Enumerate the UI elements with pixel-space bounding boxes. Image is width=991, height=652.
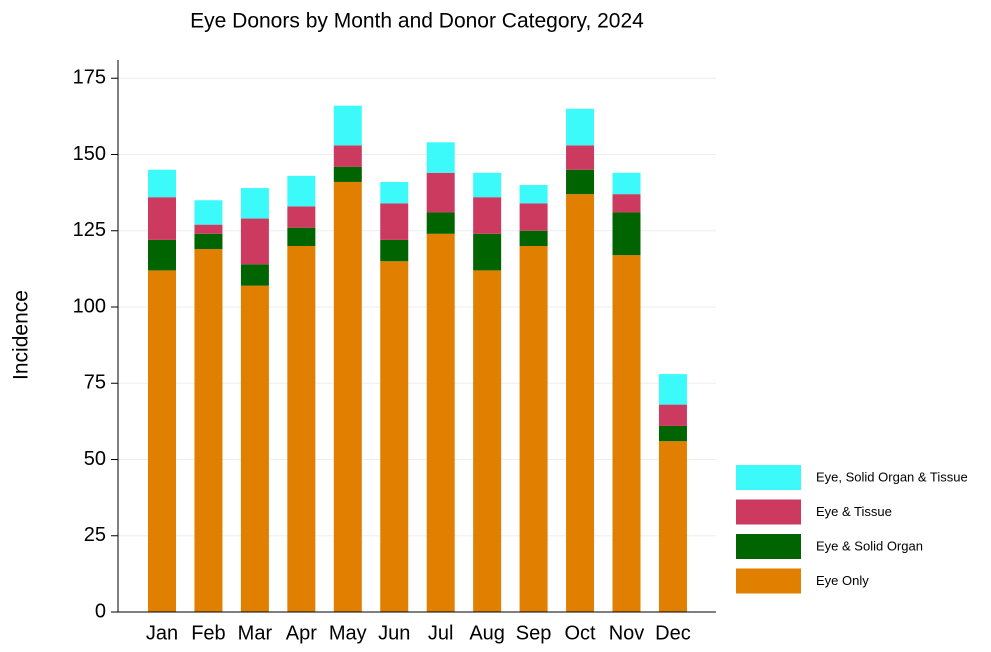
- bar-segment: [240, 188, 269, 219]
- bar-segment: [333, 166, 362, 182]
- x-tick-label: Jun: [378, 622, 410, 644]
- y-tick-label: 25: [84, 524, 106, 546]
- bar-segment: [287, 206, 316, 228]
- y-tick-label: 75: [84, 372, 106, 394]
- bar-segment: [473, 270, 502, 612]
- bar-segment: [194, 249, 223, 613]
- bar-segment: [519, 246, 548, 612]
- bar-segment: [333, 181, 362, 612]
- bar-segment: [240, 264, 269, 286]
- bar-segment: [612, 212, 641, 256]
- bar-segment: [380, 239, 409, 262]
- bar-segment: [426, 172, 455, 213]
- legend-label: Eye, Solid Organ & Tissue: [816, 469, 968, 484]
- legend-swatch: [736, 568, 801, 594]
- bar-segment: [566, 145, 595, 170]
- bar-segment: [287, 227, 316, 246]
- bar-segment: [426, 212, 455, 234]
- y-tick-label: 150: [73, 143, 106, 165]
- bar-segment: [333, 145, 362, 167]
- y-axis-label: Incidence: [10, 290, 33, 380]
- legend-swatch: [736, 465, 801, 490]
- bar-segment: [148, 169, 176, 198]
- bar-segment: [519, 230, 548, 246]
- legend-swatch: [736, 534, 801, 559]
- x-tick-label: May: [329, 622, 367, 644]
- bar-segment: [519, 185, 548, 204]
- bar-segment: [658, 404, 687, 426]
- bar-segment: [148, 239, 176, 271]
- legend-label: Eye & Tissue: [816, 504, 892, 519]
- y-tick-label: 100: [73, 295, 106, 317]
- x-tick-label: Feb: [191, 622, 225, 644]
- y-tick-label: 0: [95, 600, 106, 622]
- x-tick-label: Mar: [238, 622, 273, 644]
- legend-label: Eye & Solid Organ: [816, 538, 923, 553]
- bar-segment: [380, 261, 409, 612]
- y-tick-label: 125: [73, 219, 106, 241]
- bar-segment: [380, 181, 409, 204]
- bar-segment: [519, 203, 548, 231]
- x-tick-label: Oct: [564, 622, 596, 644]
- x-tick-label: Dec: [655, 622, 691, 644]
- legend-swatch: [736, 499, 801, 525]
- x-tick-label: Sep: [516, 622, 552, 644]
- bar-segment: [612, 172, 641, 195]
- chart-title: Eye Donors by Month and Donor Category, …: [190, 10, 644, 33]
- bar-segment: [566, 108, 595, 146]
- bar-segment: [658, 425, 687, 442]
- bar-segment: [148, 270, 176, 612]
- bar-segment: [473, 233, 502, 271]
- bar-segment: [240, 285, 269, 612]
- bar-segment: [380, 203, 409, 240]
- bar-segment: [426, 233, 455, 613]
- bar-segment: [426, 142, 455, 173]
- bar-segment: [473, 197, 502, 234]
- bar-segment: [287, 175, 316, 207]
- bar-segment: [287, 246, 316, 612]
- bar-segment: [612, 194, 641, 213]
- bar-segment: [333, 105, 362, 146]
- bar-segment: [658, 374, 687, 405]
- bar-segment: [566, 194, 595, 612]
- bar-segment: [566, 169, 595, 195]
- bar-segment: [194, 200, 223, 225]
- bar-segment: [240, 218, 269, 265]
- x-tick-label: Nov: [609, 622, 645, 644]
- bar-segment: [194, 233, 223, 250]
- bar-segment: [194, 224, 223, 234]
- x-tick-label: Apr: [286, 622, 317, 644]
- bar-segment: [658, 441, 687, 612]
- bar-segment: [148, 197, 176, 240]
- y-tick-label: 50: [84, 448, 106, 470]
- x-tick-label: Jan: [146, 622, 178, 644]
- x-tick-label: Jul: [428, 622, 454, 644]
- y-tick-label: 175: [73, 67, 106, 89]
- x-tick-label: Aug: [469, 622, 505, 644]
- bar-segment: [473, 172, 502, 198]
- legend-label: Eye Only: [816, 573, 869, 588]
- bar-segment: [612, 255, 641, 612]
